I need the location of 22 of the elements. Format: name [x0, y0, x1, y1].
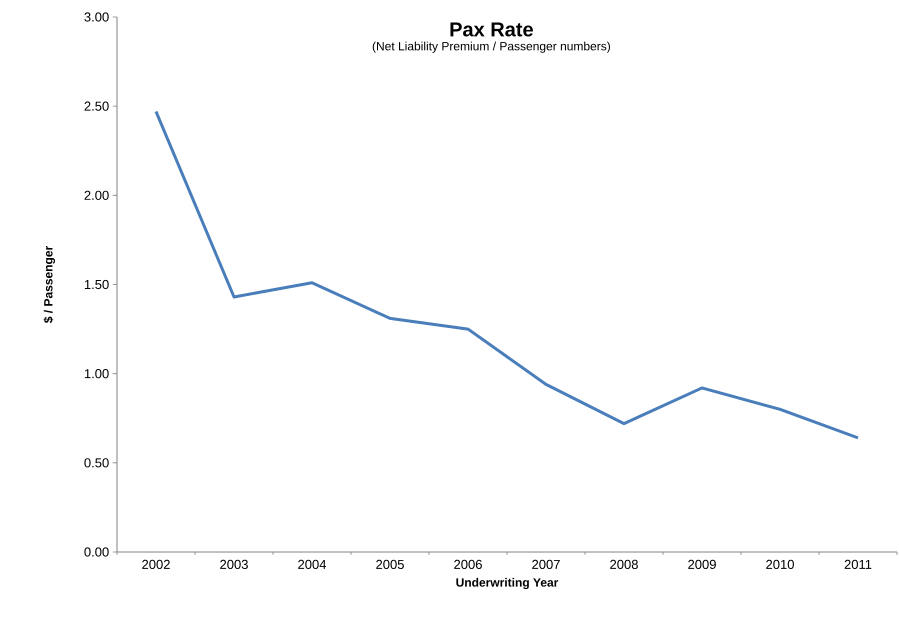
x-tick-label: 2005 — [376, 560, 404, 570]
y-tick-label: 0.00 — [84, 547, 109, 557]
x-tick-label: 2007 — [532, 560, 560, 570]
y-axis-title: $ / Passenger — [44, 246, 55, 324]
line-series — [154, 110, 860, 440]
x-tick-label: 2002 — [142, 560, 170, 570]
y-tick-label: 2.00 — [84, 190, 109, 200]
x-tick-label: 2003 — [220, 560, 248, 570]
x-tick-label: 2006 — [454, 560, 482, 570]
y-tick-label: 0.50 — [84, 458, 109, 468]
x-tick-label: 2009 — [688, 560, 716, 570]
x-axis-title: Underwriting Year — [456, 578, 558, 590]
chart-title: Pax Rate — [450, 22, 533, 36]
y-tick-label: 1.50 — [84, 280, 109, 290]
text: (Net Liability Premium / Passenger numbers) — [372, 42, 610, 53]
y-tick-label: 2.50 — [84, 102, 109, 111]
x-tick-label: 2011 — [844, 560, 872, 570]
y-tick-label: 1.00 — [84, 369, 109, 378]
x-tick-label: 2010 — [766, 560, 794, 570]
x-tick-label: 2008 — [610, 560, 638, 570]
y-tick-label: 3.00 — [84, 12, 109, 22]
x-tick-label: 2004 — [298, 560, 326, 570]
